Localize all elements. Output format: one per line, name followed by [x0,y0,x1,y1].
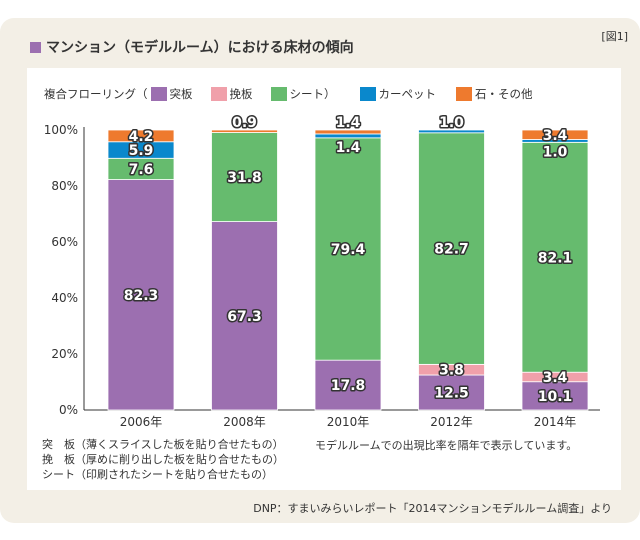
bar-segment [521,129,589,140]
y-tick-label: 0% [59,403,78,417]
legend-item: カーペット [359,86,457,102]
data-label: 3.4 [543,128,568,144]
bar-segment [314,129,382,135]
y-tick-label: 40% [51,291,78,305]
legend-swatch [456,87,472,101]
data-label: 4.2 [129,129,154,145]
source: DNP：すまいみらいレポート「2014マンションモデルルーム調査」より [253,502,612,515]
legend-swatch [359,87,376,101]
data-label: 17.8 [331,378,366,394]
note-line: 突 板（薄くスライスした板を貼り合せたもの） [42,438,284,451]
legend-swatch [210,87,227,101]
x-tick-label: 2012年 [430,415,473,429]
legend-suffix: ） [324,87,336,101]
bar-segment [418,374,485,411]
data-label: 67.3 [227,309,262,325]
legend-label: 石・その他 [475,87,533,101]
legend-label: カーペット [378,87,437,101]
bar-segment [211,132,278,222]
legend-prefix: 複合フローリング（ [44,87,148,101]
data-label: 10.1 [538,389,573,405]
bar-segment [521,141,589,373]
bar-segment [521,381,589,411]
note-line: シート（印刷されたシートを貼り合せたもの） [42,468,273,481]
chart-title: マンション（モデルルーム）における床材の傾向 [30,37,354,57]
data-label: 79.4 [331,242,366,258]
bar-segment [418,132,485,365]
legend-label: 突板 [169,87,193,101]
note-right: モデルルームでの出現比率を隔年で表示しています。 [315,439,578,452]
data-label: 3.4 [543,370,568,386]
bar-segment [418,129,485,134]
legend-item: シート） [270,86,360,102]
data-label: 3.8 [439,363,464,379]
note-line: 挽 板（厚めに削り出した板を貼り合せたもの） [42,453,284,466]
y-tick-label: 20% [51,347,78,361]
bar-segment [211,129,278,133]
data-label: 1.0 [439,115,464,131]
data-label: 1.0 [543,144,568,160]
data-label: 82.7 [434,242,469,258]
legend-label: シート [289,87,325,101]
data-label: 82.3 [124,288,159,304]
y-tick-label: 100% [44,123,78,137]
chart-title-text: マンション（モデルルーム）における床材の傾向 [46,40,354,56]
bar-segment [314,133,382,139]
x-tick-label: 2006年 [120,415,163,429]
bar-segment [107,179,175,411]
bar-segment [211,221,278,411]
x-tick-label: 2008年 [223,415,266,429]
legend-item: 石・その他 [456,86,533,102]
legend-swatch [150,87,167,101]
data-label: 12.5 [434,386,469,402]
bar-segment [314,137,382,361]
data-label: 31.8 [227,170,262,186]
title-square-icon [30,41,41,53]
data-label: 1.4 [336,140,361,156]
legend: 複合フローリング（ 突板 挽板 シート） カーペット 石・その他 [44,86,533,102]
figure-label: [図1] [601,30,628,43]
bar-segment [107,129,175,143]
y-tick-label: 80% [51,179,78,193]
bar-segment [314,359,382,411]
data-label: 7.6 [129,162,154,178]
legend-item: 挽板 [210,86,271,102]
legend-swatch [270,87,287,101]
data-label: 82.1 [538,250,573,266]
legend-label: 挽板 [229,87,253,101]
x-tick-label: 2010年 [327,415,370,429]
legend-item: 突板 [150,86,211,102]
y-tick-label: 60% [51,235,78,249]
data-label: 1.4 [336,115,361,131]
data-label: 0.9 [232,115,257,131]
data-label: 5.9 [129,143,154,159]
x-tick-label: 2014年 [534,415,577,429]
notes: 突 板（薄くスライスした板を貼り合せたもの） 挽 板（厚めに削り出した板を貼り合… [42,437,284,482]
